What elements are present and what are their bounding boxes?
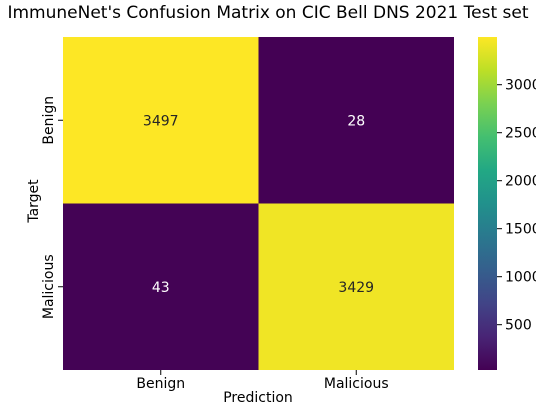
cell-value-label: 3429 (338, 280, 374, 296)
x-axis: Benign Malicious (136, 370, 389, 392)
colorbar-tick-label: 500 (505, 318, 532, 334)
heatmap-cell (63, 203, 259, 370)
chart-title: ImmuneNet's Confusion Matrix on CIC Bell… (7, 3, 528, 23)
heatmap-cell (258, 203, 454, 370)
cell-value-label: 3497 (143, 113, 179, 129)
y-axis: Benign Malicious (41, 96, 63, 319)
colorbar-ticks: 500 1000 1500 2000 2500 3000 (497, 78, 536, 334)
heatmap-cell (258, 37, 454, 204)
y-tick-label: Benign (41, 96, 57, 145)
heatmap-cells: 3497 28 43 3429 (63, 37, 454, 370)
y-tick-label: Malicious (41, 254, 57, 319)
colorbar (478, 37, 497, 370)
colorbar-tick-label: 2500 (505, 126, 536, 142)
colorbar-tick-label: 1000 (505, 270, 536, 286)
colorbar-tick-label: 1500 (505, 222, 536, 238)
heatmap-cell (63, 37, 259, 204)
y-axis-label: Target (26, 179, 42, 224)
colorbar-tick-label: 2000 (505, 174, 536, 190)
x-tick-label: Malicious (324, 376, 389, 392)
x-axis-label: Prediction (223, 390, 293, 406)
colorbar-tick-label: 3000 (505, 78, 536, 94)
x-tick-label: Benign (136, 376, 185, 392)
cell-value-label: 28 (347, 113, 365, 129)
cell-value-label: 43 (152, 280, 170, 296)
